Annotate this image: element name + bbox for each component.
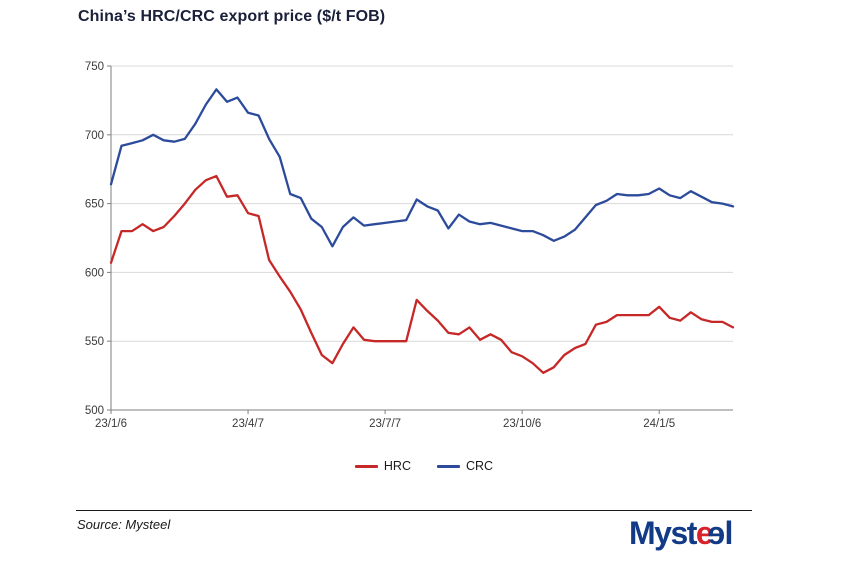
y-tick-label-750: 750 (85, 61, 104, 73)
logo-text-pre: Myst (629, 515, 697, 551)
chart-legend: HRC CRC (0, 459, 848, 473)
logo-red-e: e (695, 515, 714, 551)
y-tick-label-500: 500 (85, 405, 104, 417)
logo-text-post: l (724, 515, 734, 551)
legend-item-crc: CRC (437, 459, 493, 473)
mysteel-logo: Mysteel (629, 515, 734, 552)
logo-mirrored-e: e (709, 515, 726, 551)
footer-divider (76, 510, 752, 511)
hrc-line-swatch (354, 464, 378, 468)
crc-legend-label: CRC (466, 459, 494, 473)
x-tick-label-1: 23/4/7 (232, 418, 264, 430)
y-tick-label-550: 550 (85, 336, 104, 348)
x-tick-label-2: 23/7/7 (369, 418, 401, 430)
chart-title: China’s HRC/CRC export price ($/t FOB) (78, 8, 386, 25)
x-tick-label-0: 23/1/6 (95, 418, 127, 430)
y-tick-label-600: 600 (85, 267, 104, 279)
y-tick-label-700: 700 (85, 130, 104, 142)
hrc-line (109, 174, 735, 374)
y-tick-label-650: 650 (85, 199, 104, 211)
price-chart: 500 550 600 650 700 750 23/1/6 23/4/7 23/7/7 23/1… (85, 61, 735, 430)
legend-item-hrc: HRC (354, 459, 411, 473)
x-tick-label-4: 24/1/5 (643, 418, 675, 430)
crc-line-swatch (437, 464, 460, 468)
hrc-legend-label: HRC (383, 459, 411, 473)
crc-line (109, 88, 735, 248)
source-note: Source: Mysteel (77, 517, 171, 532)
x-tick-label-3: 23/10/6 (503, 418, 541, 430)
